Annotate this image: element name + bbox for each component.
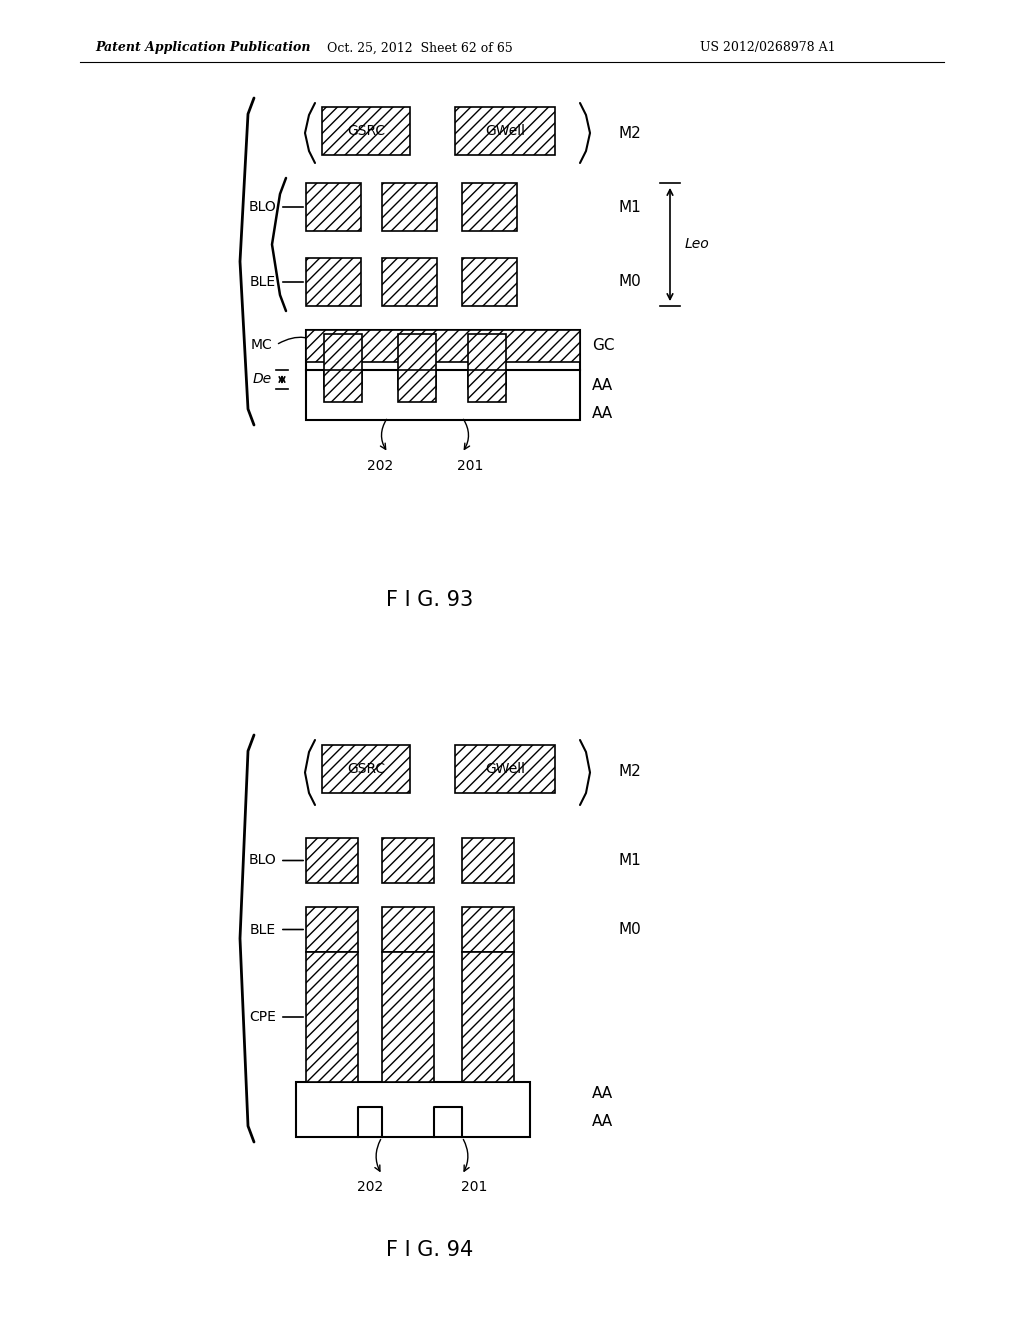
Text: F I G. 93: F I G. 93 bbox=[386, 590, 474, 610]
Bar bbox=[324, 370, 362, 403]
Text: BLO: BLO bbox=[248, 201, 276, 214]
Bar bbox=[306, 952, 358, 1082]
Bar bbox=[462, 952, 514, 1082]
Text: 201: 201 bbox=[461, 1180, 487, 1195]
Bar bbox=[382, 907, 434, 952]
Text: MC: MC bbox=[250, 338, 272, 352]
Bar bbox=[455, 744, 555, 793]
Bar bbox=[462, 907, 514, 952]
Text: M2: M2 bbox=[618, 125, 641, 140]
Text: M1: M1 bbox=[618, 853, 641, 869]
Bar bbox=[296, 1082, 530, 1137]
Text: GWell: GWell bbox=[485, 124, 525, 139]
Bar bbox=[306, 183, 361, 231]
Bar bbox=[306, 257, 361, 306]
Text: BLE: BLE bbox=[250, 275, 276, 289]
Text: M1: M1 bbox=[618, 199, 641, 214]
Text: Patent Application Publication: Patent Application Publication bbox=[95, 41, 310, 54]
Text: 202: 202 bbox=[367, 459, 393, 473]
Bar bbox=[382, 952, 434, 1082]
Text: AA: AA bbox=[592, 407, 613, 421]
Bar bbox=[322, 744, 410, 793]
Text: Leo: Leo bbox=[685, 238, 710, 251]
Bar bbox=[455, 107, 555, 154]
Text: GWell: GWell bbox=[485, 762, 525, 776]
Bar bbox=[306, 907, 358, 952]
Bar bbox=[462, 183, 517, 231]
Bar bbox=[322, 107, 410, 154]
Bar bbox=[382, 838, 434, 883]
Text: Oct. 25, 2012  Sheet 62 of 65: Oct. 25, 2012 Sheet 62 of 65 bbox=[327, 41, 513, 54]
Bar bbox=[306, 838, 358, 883]
Bar bbox=[306, 330, 580, 420]
Bar bbox=[462, 257, 517, 306]
Bar bbox=[468, 370, 506, 403]
Text: AA: AA bbox=[592, 1114, 613, 1130]
Text: AA: AA bbox=[592, 379, 613, 393]
Text: 202: 202 bbox=[357, 1180, 383, 1195]
Text: 201: 201 bbox=[457, 459, 483, 473]
Bar bbox=[462, 838, 514, 883]
Text: GC: GC bbox=[592, 338, 614, 354]
Bar bbox=[398, 370, 436, 403]
Text: AA: AA bbox=[592, 1086, 613, 1101]
Text: US 2012/0268978 A1: US 2012/0268978 A1 bbox=[700, 41, 836, 54]
Text: M2: M2 bbox=[618, 764, 641, 780]
Text: De: De bbox=[253, 372, 272, 385]
Text: BLE: BLE bbox=[250, 923, 276, 936]
Text: M0: M0 bbox=[618, 921, 641, 937]
Bar bbox=[324, 334, 362, 389]
Bar bbox=[382, 183, 437, 231]
Text: BLO: BLO bbox=[248, 854, 276, 867]
Text: CPE: CPE bbox=[249, 1010, 276, 1024]
Text: M0: M0 bbox=[618, 275, 641, 289]
Text: F I G. 94: F I G. 94 bbox=[386, 1239, 474, 1261]
Text: GSRC: GSRC bbox=[347, 124, 385, 139]
Bar bbox=[382, 257, 437, 306]
Bar bbox=[306, 330, 580, 362]
Text: GSRC: GSRC bbox=[347, 762, 385, 776]
Bar bbox=[468, 334, 506, 389]
Bar bbox=[398, 334, 436, 389]
